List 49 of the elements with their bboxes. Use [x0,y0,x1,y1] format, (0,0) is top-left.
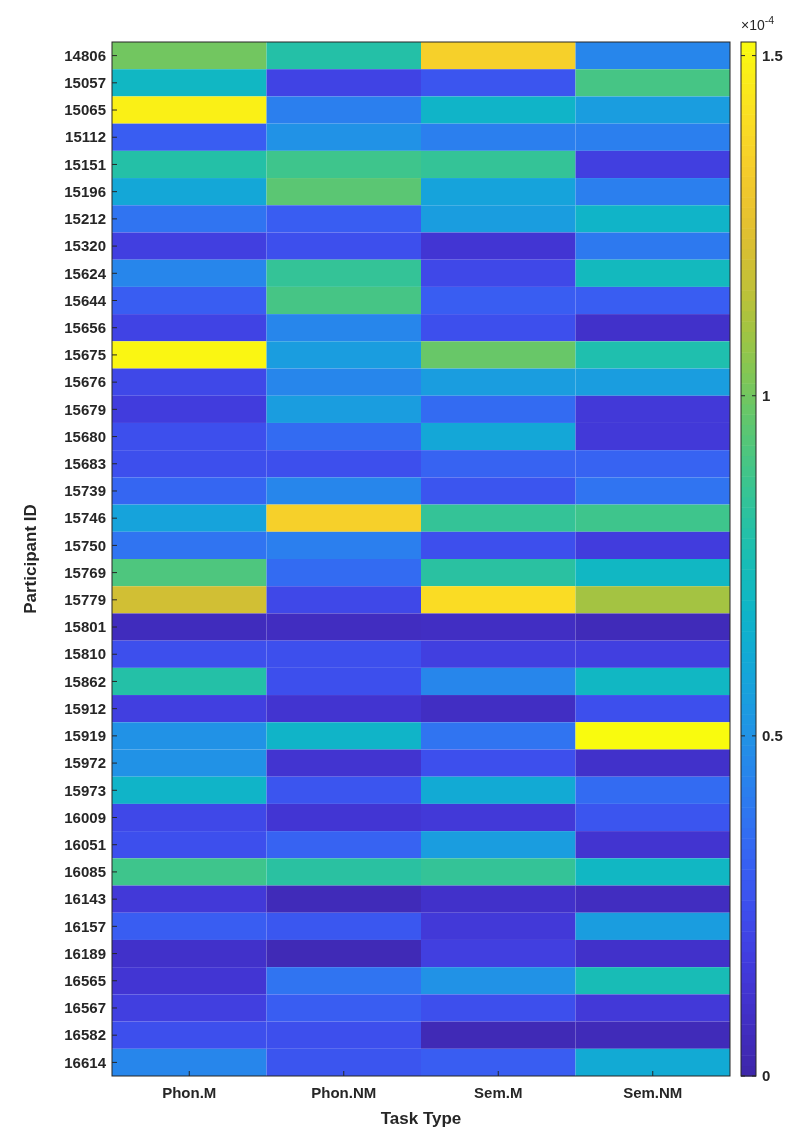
y-tick-label: 16051 [64,835,106,853]
y-tick-label: 15919 [64,727,106,745]
y-tick-label: 15779 [64,591,106,609]
color-bar-label: 0.5 [762,727,783,745]
x-tick-label: Sem.NM [623,1084,683,1101]
y-tick-label: 15644 [64,291,107,309]
y-tick-label: 15112 [65,128,106,146]
y-tick-label: 15675 [64,346,106,364]
y-tick-label: 15746 [64,509,106,527]
y-axis-title: Participant ID [21,504,40,614]
y-tick-label: 15624 [64,264,107,282]
y-tick-label: 15151 [64,155,106,173]
y-tick-label: 15912 [64,699,106,717]
y-tick-label: 16567 [64,999,106,1017]
y-tick-label: 15769 [64,563,106,581]
color-bar-label: 0 [762,1067,771,1085]
x-axis-title: Task Type [380,1109,462,1128]
y-tick-label: 15810 [64,645,106,663]
y-tick-label: 15320 [64,237,106,255]
y-tick-label: 16565 [64,972,106,990]
x-tick-label: Sem.M [474,1084,523,1101]
y-tick-label: 15683 [64,455,106,473]
y-tick-label: 16582 [64,1026,106,1044]
y-tick-label: 14806 [64,46,106,64]
x-tick-label: Phon.M [162,1084,217,1101]
y-tick-label: 16009 [64,808,106,826]
y-tick-label: 15676 [64,373,106,391]
y-tick-label: 15739 [64,482,106,500]
y-tick-label: 16085 [64,863,106,881]
y-tick-label: 16143 [64,890,106,908]
y-tick-label: 16189 [64,944,106,962]
y-tick-label: 15973 [64,781,106,799]
y-tick-label: 15212 [64,210,106,228]
y-tick-label: 15862 [64,672,106,690]
color-bar-label: 1 [762,386,771,404]
y-tick-label: 15679 [64,400,106,418]
y-tick-label: 15680 [64,427,106,445]
text: ×10$^{-4}$ [741,14,775,33]
y-tick-label: 16614 [64,1053,107,1071]
x-tick-label: Phon.NM [311,1084,377,1101]
y-tick-label: 15972 [64,754,106,772]
y-tick-label: 15196 [64,182,106,200]
color-bar-label: 1.5 [762,46,783,64]
y-tick-label: 15065 [64,101,106,119]
y-tick-label: 15656 [64,318,106,336]
y-tick-label: 16157 [64,917,106,935]
y-tick-label: 15057 [64,74,106,92]
y-tick-label: 15750 [64,536,106,554]
y-tick-label: 15801 [64,618,106,636]
